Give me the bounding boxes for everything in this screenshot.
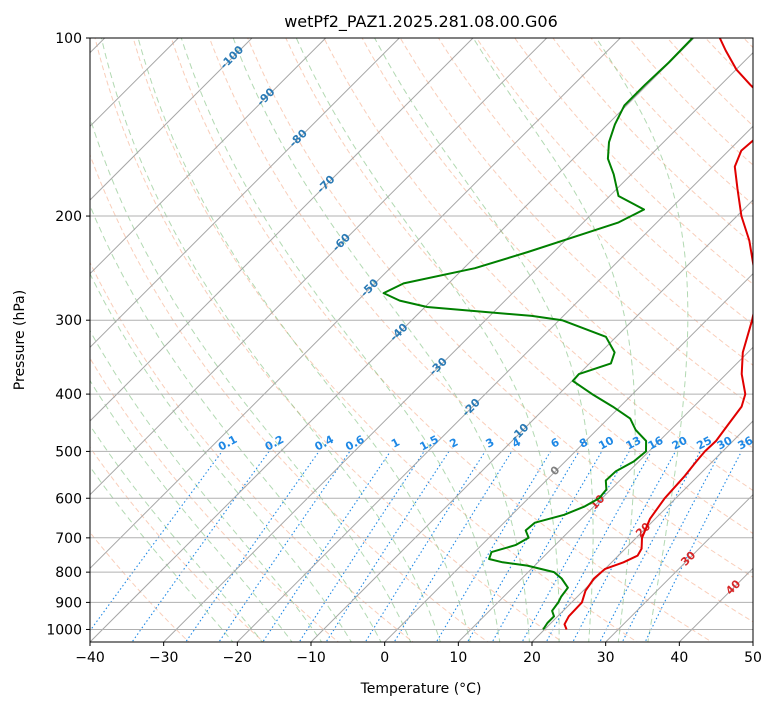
mixing-ratio-line [218, 451, 351, 642]
dry-adiabat [514, 38, 753, 285]
isotherm-line [384, 272, 753, 642]
mixing-ratio-line [435, 451, 552, 642]
dry-adiabat [590, 38, 753, 206]
isotherm-line [90, 38, 253, 201]
dry-adiabat [90, 261, 414, 642]
y-tick-label: 800 [55, 565, 82, 581]
isotherms [90, 38, 753, 642]
chart-title: wetPf2_PAZ1.2025.281.08.00.G06 [284, 12, 558, 32]
y-axis-label: Pressure (hPa) [12, 290, 28, 390]
x-tick-label: −40 [75, 650, 105, 666]
mixing-ratio-label: 16 [646, 434, 666, 453]
mixing-ratio-label: 20 [670, 434, 690, 453]
moist-adiabat [90, 204, 382, 642]
y-tick-label: 700 [55, 531, 82, 547]
dry-adiabat [437, 38, 753, 366]
isotherm-line [457, 346, 753, 642]
dry-adiabat [399, 38, 753, 408]
mixing-ratio-line [572, 451, 676, 642]
mixing-ratio-label: 36 [736, 434, 756, 453]
mixing-ratio-line [521, 451, 630, 642]
x-tick-label: 20 [523, 650, 541, 666]
y-tick-label: 200 [55, 209, 82, 225]
isotherm-line [90, 38, 621, 570]
dry-adiabat [285, 38, 753, 535]
temperature-line [563, 38, 753, 630]
isotherm-line [90, 38, 548, 496]
y-tick-label: 1000 [46, 622, 82, 638]
dry-adiabat [361, 38, 753, 449]
dry-adiabat [208, 38, 753, 623]
y-axis-ticks: 100 200 300 400 500 600 700 800 900 1000 [46, 31, 90, 638]
dry-adiabats [90, 38, 753, 642]
isotherm-line [531, 420, 753, 642]
isotherm-line [236, 125, 753, 642]
background-lines [90, 38, 753, 642]
dry-adiabat [90, 153, 489, 642]
x-tick-label: −10 [296, 650, 326, 666]
mixing-ratio-line [393, 451, 513, 642]
mixing-ratio-line [185, 451, 320, 642]
moist-adiabat [90, 116, 412, 642]
dry-adiabat [247, 38, 753, 578]
mixing-ratio-line [262, 451, 391, 642]
y-tick-label: 500 [55, 444, 82, 460]
y-tick-label: 400 [55, 387, 82, 403]
plot-frame [89, 37, 754, 643]
y-tick-label: 900 [55, 595, 82, 611]
dry-adiabat [90, 531, 190, 642]
mixing-ratio-line [491, 451, 603, 642]
x-tick-label: 0 [380, 650, 389, 666]
x-tick-label: 50 [744, 650, 762, 666]
x-tick-label: 30 [597, 650, 615, 666]
y-tick-label: 100 [55, 31, 82, 47]
dry-adiabat [90, 446, 265, 642]
mixing-ratio-line [298, 451, 425, 642]
x-axis-label: Temperature (°C) [360, 681, 482, 697]
dry-adiabat [94, 38, 564, 642]
y-tick-label: 300 [55, 313, 82, 329]
profile-series [382, 38, 753, 631]
dry-adiabat [132, 38, 638, 642]
mixing-ratio-label: 10 [596, 434, 616, 453]
x-tick-label: −30 [149, 650, 179, 666]
mixing-ratio-label: 13 [624, 434, 644, 453]
isotherm-line [90, 38, 400, 349]
x-axis-ticks: −40 −30 −20 −10 0 10 20 30 40 50 [75, 642, 762, 666]
isotherm-line [90, 38, 327, 275]
x-tick-label: 10 [449, 650, 467, 666]
mixing-ratio-line [599, 451, 701, 642]
y-tick-label: 600 [55, 491, 82, 507]
mixing-ratio-label: 30 [715, 434, 735, 453]
isotherm-line [163, 51, 753, 642]
isotherm-line [90, 38, 474, 422]
mixing-ratio-line [621, 451, 722, 642]
dewpoint-line [382, 38, 694, 631]
x-tick-label: −20 [223, 650, 253, 666]
isotherm-line [310, 199, 753, 642]
mixing-ratio-line [466, 451, 580, 642]
isotherm-line [90, 38, 695, 642]
isotherm-line [605, 493, 753, 642]
x-tick-label: 40 [670, 650, 688, 666]
